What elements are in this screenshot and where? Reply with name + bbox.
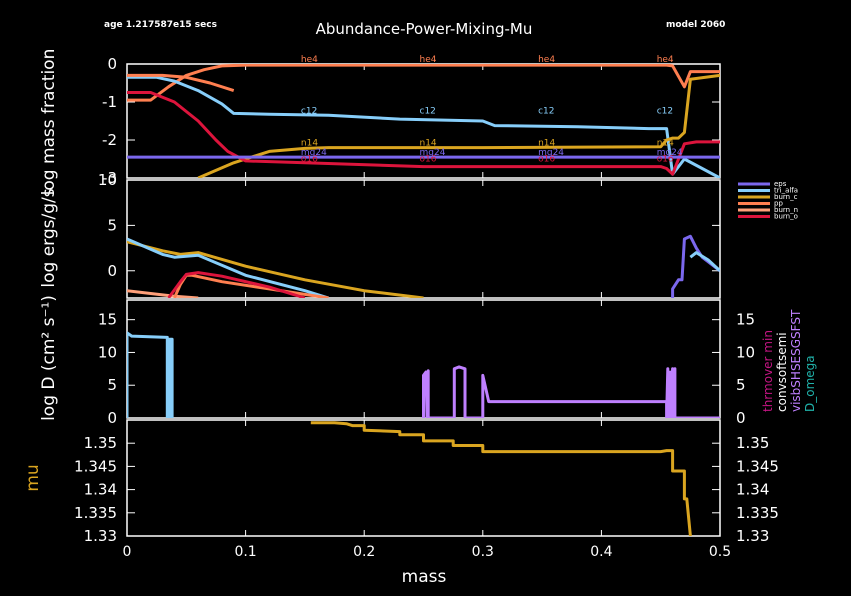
legend-label-tri_alfa: tri_alfa (774, 187, 798, 195)
legend-label-burn_o: burn_o (774, 213, 798, 221)
mixing-ytick-label-right: 10 (736, 343, 755, 361)
iso-label-he4: he4 (301, 55, 318, 65)
iso-label-he4: he4 (657, 55, 674, 65)
iso-label-mg24: mg24 (657, 148, 683, 158)
series-line-c12 (127, 75, 720, 178)
mixing-ytick-label: 15 (98, 311, 117, 329)
series-line-he4 (127, 64, 720, 102)
mu-ytick-label: 1.34 (84, 481, 117, 499)
iso-label-o16: o16 (657, 155, 674, 165)
age-label: age 1.217587e15 secs (104, 20, 217, 30)
mu-ytick-label: 1.35 (84, 434, 117, 452)
legend-label-eps: eps (774, 180, 787, 188)
mu-ytick-label: 1.335 (74, 504, 117, 522)
mixing-series (127, 331, 720, 418)
mixing-legend-0: thrmover min (761, 330, 775, 412)
power-ytick-label: 5 (107, 216, 117, 234)
series-line-burn_n (127, 289, 199, 298)
mu-ytick-label: 1.33 (84, 527, 117, 545)
iso-label-n14: n14 (420, 139, 437, 149)
mixing-ytick-label: 10 (98, 343, 117, 361)
mixing-ytick-label: 0 (107, 409, 117, 427)
mu-ytick-label-right: 1.345 (736, 457, 779, 475)
mixing-ytick-label-right: 15 (736, 311, 755, 329)
iso-label-he4: he4 (420, 55, 437, 65)
abundance-series (127, 64, 720, 178)
mu-ytick-label-right: 1.34 (736, 481, 769, 499)
series-line-tri_alfa (127, 237, 330, 298)
mixing-ytick-label: 5 (107, 376, 117, 394)
series-line-burn_o (167, 271, 306, 298)
mu-ytick-label-right: 1.335 (736, 504, 779, 522)
mixing-ytick-label-right: 5 (736, 376, 746, 394)
series-line-eps (671, 234, 720, 298)
iso-label-o16: o16 (420, 155, 437, 165)
mixing-ylabel: log D (cm² s⁻¹) (39, 295, 59, 421)
mu-frame (126, 419, 721, 537)
mixing-legend-3: D_omega (803, 355, 817, 412)
power-ytick-label: 0 (107, 262, 117, 280)
legend-label-burn_n: burn_n (774, 206, 798, 214)
series-line-o16 (127, 91, 720, 176)
iso-label-o16: o16 (538, 155, 555, 165)
iso-label-c12: c12 (420, 106, 436, 116)
mu-ylabel: mu (23, 464, 43, 491)
power-ytick-label: 10 (98, 171, 117, 189)
legend-label-pp: pp (774, 200, 783, 208)
xtick-label: 0.4 (590, 544, 612, 560)
iso-label-c12: c12 (538, 106, 554, 116)
iso-label-c12: c12 (657, 106, 673, 116)
series-line-burn_c (127, 240, 424, 298)
series-line-mu (310, 421, 692, 536)
iso-label-c12: c12 (301, 106, 317, 116)
series-line-tri_alfa_edge (689, 251, 720, 272)
mixing-legend-2: visbSHSESGSFST (789, 309, 803, 412)
power-ylabel: log ergs/g/s (39, 188, 59, 287)
iso-label-mg24: mg24 (420, 148, 446, 158)
iso-label-n14: n14 (657, 139, 674, 149)
mu-series (310, 421, 692, 536)
series-line-mixing_core (127, 331, 174, 418)
abundance-ytick-label: -1 (102, 93, 117, 111)
xtick-label: 0.1 (234, 544, 256, 560)
mu-ytick-label-right: 1.33 (736, 527, 769, 545)
abundance-ytick-label: -2 (102, 131, 117, 149)
x-axis-label: mass (402, 567, 447, 587)
legend-label-burn_c: burn_c (774, 193, 798, 201)
model-label: model 2060 (666, 20, 725, 30)
series-line-n14 (197, 73, 720, 178)
mu-ytick-label: 1.345 (74, 457, 117, 475)
xtick-label: 0.3 (472, 544, 494, 560)
iso-label-mg24: mg24 (301, 148, 327, 158)
abundance-ylabel: log mass fraction (39, 49, 59, 196)
mixing-ytick-label-right: 0 (736, 409, 746, 427)
mu-ytick-label-right: 1.35 (736, 434, 769, 452)
iso-label-n14: n14 (301, 139, 318, 149)
iso-label-o16: o16 (301, 155, 318, 165)
power-series (127, 234, 720, 298)
abundance-ytick-label: 0 (107, 55, 117, 73)
xtick-label: 0 (123, 544, 132, 560)
xtick-label: 0.2 (353, 544, 375, 560)
iso-label-he4: he4 (538, 55, 555, 65)
iso-label-mg24: mg24 (538, 148, 564, 158)
series-line-h1 (127, 73, 235, 93)
mixing-legend-1: convsoftsemi (775, 332, 789, 412)
series-line-convective_envelope (422, 365, 720, 418)
chart-title: Abundance-Power-Mixing-Mu (316, 20, 533, 38)
abundance-ytick-label: -3 (102, 169, 117, 187)
iso-label-n14: n14 (538, 139, 555, 149)
xtick-label: 0.5 (709, 544, 731, 560)
